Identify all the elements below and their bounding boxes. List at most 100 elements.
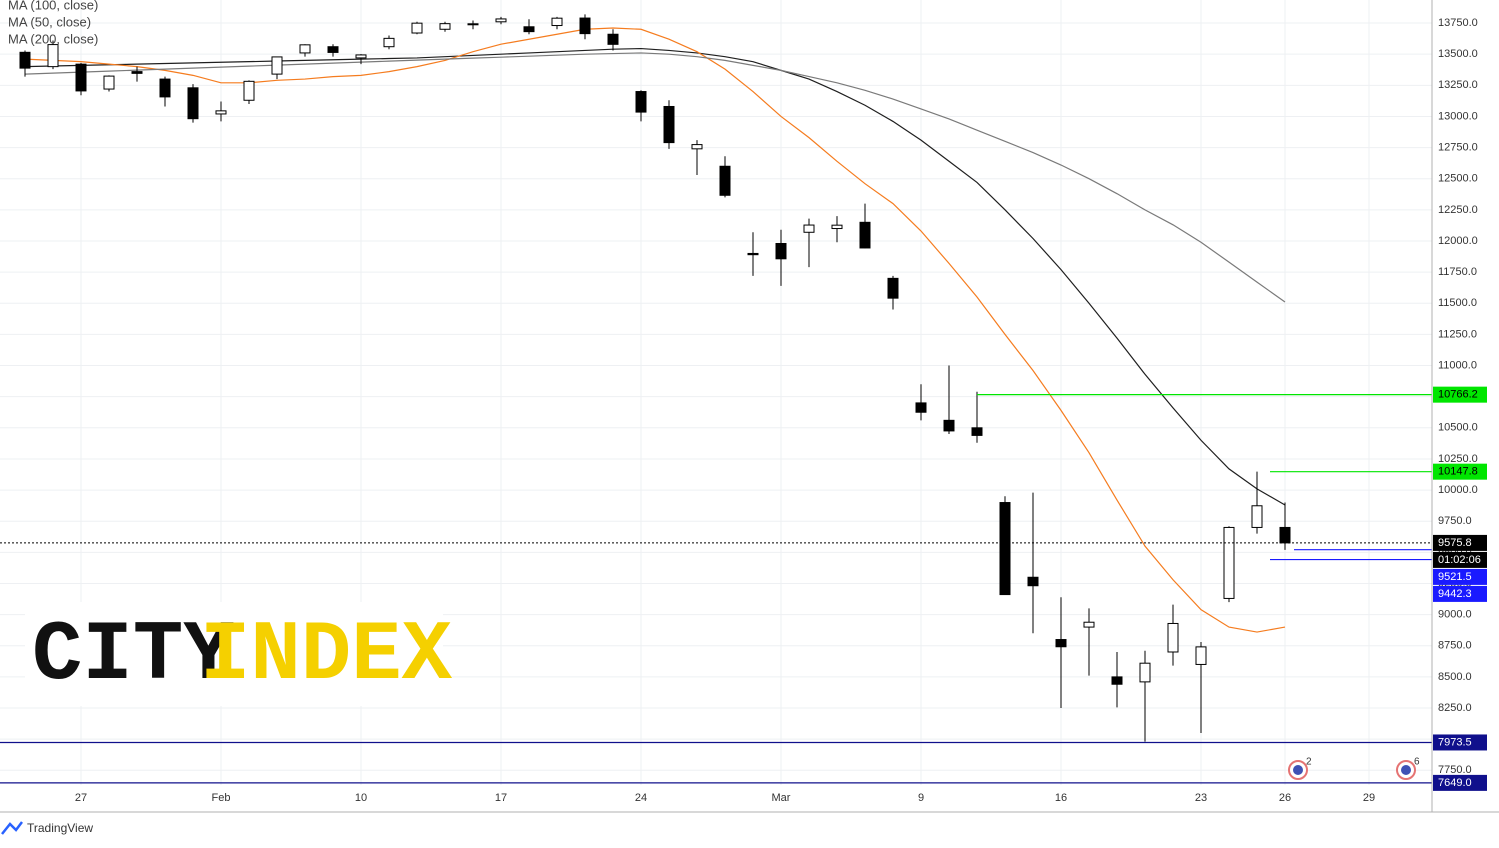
y-tick-label: 11500.0: [1438, 297, 1477, 309]
y-tick-label: 12750.0: [1438, 141, 1478, 153]
y-tick-label: 13250.0: [1438, 79, 1478, 91]
x-tick-label: 16: [1055, 792, 1067, 804]
level-label: 10766.2: [1438, 389, 1478, 401]
y-tick-label: 12250.0: [1438, 204, 1478, 216]
event-count: 2: [1306, 757, 1312, 768]
countdown-tag: [1433, 551, 1487, 568]
ma-line: [24, 27, 1286, 633]
candle-body: [1139, 662, 1151, 683]
candle-body: [47, 44, 59, 68]
x-tick-label: 24: [635, 792, 647, 804]
candle-body: [271, 56, 283, 75]
candle-body: [831, 224, 843, 230]
x-tick-label: 29: [1363, 792, 1375, 804]
x-tick-label: Feb: [212, 792, 231, 804]
y-tick-label: 9750.0: [1438, 515, 1472, 527]
candle-body: [355, 54, 367, 59]
candle-body: [1111, 676, 1123, 685]
x-tick-label: Mar: [772, 792, 791, 804]
level-label: 7649.0: [1438, 777, 1472, 789]
event-dot: [1401, 765, 1411, 775]
candle-body: [747, 252, 759, 256]
y-tick-label: 11750.0: [1438, 266, 1477, 278]
x-tick-label: 10: [355, 792, 367, 804]
x-tick-label: 9: [918, 792, 924, 804]
candle-body: [607, 33, 619, 45]
candle-body: [1055, 639, 1067, 648]
logo-left: CITY: [32, 609, 234, 704]
candle-body: [551, 17, 563, 27]
candle-body: [159, 78, 171, 98]
watermark-box: [25, 602, 443, 706]
candle-body: [467, 23, 479, 26]
legend-entry: MA (200, close): [8, 31, 98, 46]
level-tag: [1433, 585, 1487, 602]
event-count: 6: [1414, 757, 1420, 768]
candle-body: [215, 110, 227, 115]
y-tick-label: 8500.0: [1438, 671, 1472, 683]
candle-body: [579, 17, 591, 35]
candle-body: [1195, 646, 1207, 665]
ma-line: [24, 47, 1286, 506]
candle-body: [19, 51, 31, 69]
y-tick-label: 10500.0: [1438, 422, 1478, 434]
level-label: 7973.5: [1438, 736, 1472, 748]
candle-body: [691, 144, 703, 150]
level-tag: [1433, 534, 1487, 551]
candle-body: [971, 427, 983, 436]
countdown: 01:02:06: [1438, 554, 1481, 566]
y-tick-label: 13500.0: [1438, 48, 1478, 60]
footer-brand[interactable]: TradingView: [27, 821, 93, 835]
candle-body: [1251, 505, 1263, 528]
y-tick-label: 7750.0: [1438, 764, 1472, 776]
candle-body: [803, 224, 815, 233]
candle-body: [1223, 526, 1235, 599]
y-tick-label: 13750.0: [1438, 17, 1478, 29]
y-tick-label: 8250.0: [1438, 702, 1472, 714]
legend-entry: MA (100, close): [8, 0, 98, 12]
level-tag: [1433, 463, 1487, 480]
candle-body: [439, 23, 451, 30]
level-label: 10147.8: [1438, 466, 1478, 478]
y-tick-label: 12500.0: [1438, 173, 1478, 185]
y-tick-label: 10000.0: [1438, 484, 1478, 496]
candle-body: [1279, 526, 1291, 544]
level-label: 9521.5: [1438, 571, 1472, 583]
candle-body: [495, 18, 507, 23]
candle-body: [1083, 621, 1095, 628]
candle-body: [103, 75, 115, 90]
candle-body: [663, 105, 675, 144]
legend-entry: MA (50, close): [8, 14, 91, 29]
candle-body: [523, 26, 535, 33]
candle-body: [943, 419, 955, 432]
x-tick-label: 23: [1195, 792, 1207, 804]
level-tag: [1433, 386, 1487, 403]
candle-body: [887, 277, 899, 299]
y-tick-label: 13000.0: [1438, 110, 1478, 122]
candle-body: [327, 46, 339, 53]
tv-icon: [1, 821, 23, 835]
y-tick-label: 10250.0: [1438, 453, 1478, 465]
candle-body: [635, 91, 647, 113]
level-tag: [1433, 734, 1487, 751]
y-tick-label: 11000.0: [1438, 359, 1477, 371]
candle-body: [411, 22, 423, 34]
candle-body: [859, 221, 871, 249]
candle-body: [383, 37, 395, 48]
candle-body: [1167, 622, 1179, 653]
candle-body: [243, 80, 255, 101]
candle-body: [915, 402, 927, 413]
y-tick-label: 12000.0: [1438, 235, 1478, 247]
event-dot: [1293, 765, 1303, 775]
level-tag: [1433, 774, 1487, 791]
candle-body: [299, 44, 311, 54]
y-tick-label: 8750.0: [1438, 640, 1472, 652]
candle-body: [999, 502, 1011, 596]
y-tick-label: 9000.0: [1438, 609, 1472, 621]
candle-body: [1027, 576, 1039, 587]
y-tick-label: 11250.0: [1438, 328, 1477, 340]
candle-body: [719, 165, 731, 196]
ma-line: [24, 52, 1286, 303]
x-tick-label: 17: [495, 792, 507, 804]
